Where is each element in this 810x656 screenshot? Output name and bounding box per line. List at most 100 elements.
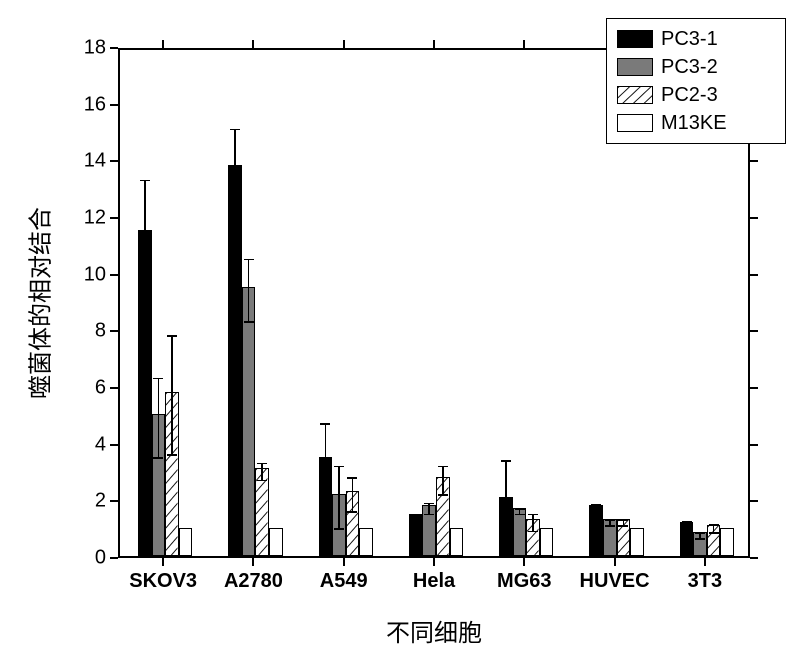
- bar-PC3-2: [242, 287, 256, 556]
- x-tick-label: HUVEC: [580, 570, 650, 593]
- error-bar-cap: [167, 454, 177, 456]
- error-bar-cap: [605, 525, 615, 527]
- legend-swatch: [617, 86, 653, 104]
- x-tick-line: [343, 40, 345, 48]
- y-tick-line: [110, 47, 118, 49]
- bar-M13KE: [269, 528, 283, 556]
- error-bar-cap: [591, 513, 601, 515]
- chart-container: 024681012141618 SKOV3A2780A549HelaMG63HU…: [0, 0, 810, 656]
- legend-label: PC3-2: [661, 56, 718, 79]
- error-bar-cap: [153, 378, 163, 380]
- legend-swatch: [617, 114, 653, 132]
- y-tick-label: 14: [70, 150, 106, 173]
- error-bar-cap: [167, 335, 177, 337]
- error-bar-cap: [682, 530, 692, 532]
- error-bar-cap: [334, 528, 344, 530]
- y-tick-line: [750, 557, 758, 559]
- error-bar-cap: [411, 514, 421, 516]
- y-tick-label: 8: [70, 320, 106, 343]
- bar-M13KE: [179, 528, 193, 556]
- error-bar-cap: [230, 129, 240, 131]
- error-bar-cap: [501, 460, 511, 462]
- x-tick-line: [162, 558, 164, 566]
- error-bar-cap: [618, 520, 628, 522]
- error-bar-cap: [695, 532, 705, 534]
- x-tick-line: [523, 40, 525, 48]
- error-bar-cap: [230, 208, 240, 210]
- error-bar-cap: [438, 494, 448, 496]
- error-bar-stem: [234, 129, 236, 208]
- error-bar-cap: [140, 180, 150, 182]
- error-bar-cap: [334, 466, 344, 468]
- error-bar-stem: [248, 260, 250, 322]
- x-axis-label: 不同细胞: [386, 613, 482, 648]
- y-tick-line: [110, 330, 118, 332]
- error-bar-cap: [347, 511, 357, 513]
- legend-swatch: [617, 58, 653, 76]
- legend-label: PC3-1: [661, 28, 718, 51]
- y-tick-line: [750, 500, 758, 502]
- error-bar-cap: [605, 520, 615, 522]
- error-bar-cap: [515, 514, 525, 516]
- error-bar-stem: [442, 467, 444, 495]
- x-tick-line: [614, 558, 616, 566]
- error-bar-stem: [144, 180, 146, 288]
- x-tick-line: [162, 40, 164, 48]
- legend-label: M13KE: [661, 112, 727, 135]
- y-tick-line: [110, 387, 118, 389]
- y-tick-line: [110, 444, 118, 446]
- error-bar-cap: [709, 524, 719, 526]
- y-tick-label: 10: [70, 263, 106, 286]
- x-tick-label: MG63: [497, 570, 551, 593]
- error-bar-cap: [709, 532, 719, 534]
- error-bar-stem: [325, 424, 327, 498]
- legend-item: PC3-1: [617, 25, 775, 53]
- error-bar-cap: [515, 508, 525, 510]
- y-tick-line: [750, 444, 758, 446]
- y-tick-label: 18: [70, 37, 106, 60]
- error-bar-cap: [320, 423, 330, 425]
- x-tick-line: [252, 40, 254, 48]
- y-tick-label: 2: [70, 490, 106, 513]
- error-bar-cap: [591, 504, 601, 506]
- bar-M13KE: [540, 528, 554, 556]
- error-bar-cap: [682, 521, 692, 523]
- error-bar-cap: [424, 514, 434, 516]
- error-bar-cap: [153, 457, 163, 459]
- bar-PC3-1: [228, 165, 242, 556]
- error-bar-cap: [347, 477, 357, 479]
- x-tick-label: 3T3: [688, 570, 722, 593]
- y-tick-label: 6: [70, 377, 106, 400]
- y-tick-line: [110, 557, 118, 559]
- y-axis-label: 噬菌体的相对结合: [21, 207, 56, 399]
- error-bar-cap: [244, 259, 254, 261]
- error-bar-stem: [171, 336, 173, 455]
- bar-M13KE: [450, 528, 464, 556]
- y-tick-line: [110, 160, 118, 162]
- error-bar-cap: [257, 480, 267, 482]
- error-bar-cap: [528, 531, 538, 533]
- legend-item: PC2-3: [617, 81, 775, 109]
- error-bar-stem: [352, 478, 354, 512]
- y-tick-label: 4: [70, 433, 106, 456]
- x-tick-line: [523, 558, 525, 566]
- error-bar-stem: [158, 379, 160, 458]
- error-bar-cap: [411, 520, 421, 522]
- x-tick-line: [433, 558, 435, 566]
- error-bar-cap: [140, 287, 150, 289]
- error-bar-cap: [695, 538, 705, 540]
- x-tick-label: SKOV3: [129, 570, 197, 593]
- x-tick-label: Hela: [413, 570, 455, 593]
- x-tick-line: [252, 558, 254, 566]
- x-tick-line: [343, 558, 345, 566]
- y-tick-line: [750, 387, 758, 389]
- x-tick-line: [704, 558, 706, 566]
- legend: PC3-1 PC3-2 PC2-3 M13KE: [606, 18, 786, 144]
- y-tick-line: [750, 217, 758, 219]
- y-tick-line: [750, 330, 758, 332]
- y-tick-line: [110, 104, 118, 106]
- error-bar-stem: [532, 515, 534, 532]
- legend-item: M13KE: [617, 109, 775, 137]
- y-tick-label: 0: [70, 547, 106, 570]
- error-bar-cap: [528, 514, 538, 516]
